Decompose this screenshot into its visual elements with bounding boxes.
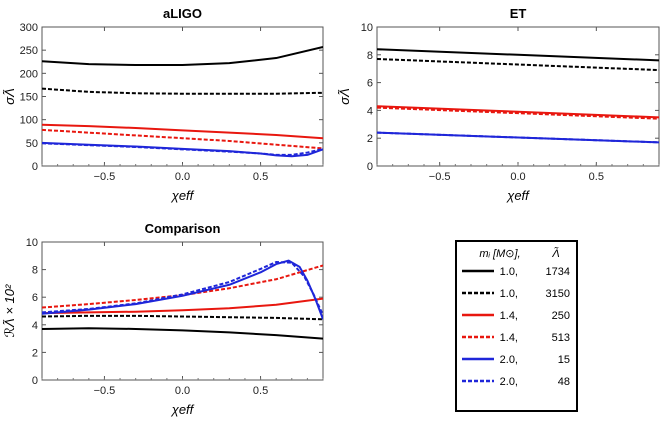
x-tick-label: −0.5 <box>429 171 451 183</box>
series-line-4 <box>42 128 323 150</box>
x-axis-label: χeff <box>171 402 195 417</box>
y-tick-label: 150 <box>20 92 38 104</box>
series-line-1 <box>377 48 659 62</box>
chart-title: ET <box>510 6 527 21</box>
legend-mass: 1.4, <box>500 332 518 344</box>
series-line-6 <box>42 142 323 156</box>
series-line-6 <box>42 261 323 316</box>
x-axis-label: χeff <box>171 188 195 203</box>
legend-lambda: 3150 <box>546 288 570 300</box>
x-tick-label: 0.5 <box>589 171 604 183</box>
y-tick-label: 0 <box>32 161 38 173</box>
y-axis-label: σΛ̃ <box>2 88 17 105</box>
y-tick-label: 300 <box>20 22 38 34</box>
legend-header-lambda: Λ̃ <box>551 247 559 260</box>
series-line-1 <box>42 45 323 66</box>
y-tick-label: 250 <box>20 45 38 57</box>
series-line-2 <box>42 87 323 95</box>
legend-mass: 2.0, <box>500 376 518 388</box>
y-tick-label: 0 <box>32 375 38 387</box>
y-tick-label: 8 <box>32 265 38 277</box>
legend-mass: 1.0, <box>500 266 518 278</box>
legend-mass: 2.0, <box>500 354 518 366</box>
legend-lambda: 48 <box>558 376 570 388</box>
series-line-1 <box>42 327 323 340</box>
legend-header-mass: mᵢ [M⊙], <box>479 248 520 260</box>
x-tick-label: 0.5 <box>253 171 268 183</box>
legend-box <box>455 240 578 412</box>
legend-lambda: 250 <box>552 310 570 322</box>
y-axis-label: ℛΛ̃ × 10² <box>2 284 17 337</box>
legend-lambda: 1734 <box>546 266 570 278</box>
x-axis-label: χeff <box>506 188 530 203</box>
series-line-4 <box>42 264 323 309</box>
y-tick-label: 2 <box>32 347 38 359</box>
legend-lambda: 15 <box>558 354 570 366</box>
y-tick-label: 200 <box>20 68 38 80</box>
x-tick-label: 0.0 <box>175 385 190 397</box>
x-tick-label: 0.5 <box>253 385 268 397</box>
y-tick-label: 10 <box>26 237 38 249</box>
series-line-4 <box>377 106 659 120</box>
series-line-6 <box>377 131 659 144</box>
y-tick-label: 4 <box>367 105 373 117</box>
y-tick-label: 6 <box>32 292 38 304</box>
series-line-3 <box>42 123 323 140</box>
y-tick-label: 6 <box>367 78 373 90</box>
y-axis-label: σΛ̃ <box>337 88 352 105</box>
y-tick-label: 4 <box>32 320 38 332</box>
y-tick-label: 50 <box>26 138 38 150</box>
legend-mass: 1.0, <box>500 288 518 300</box>
y-tick-label: 100 <box>20 115 38 127</box>
x-tick-label: 0.0 <box>175 171 190 183</box>
x-tick-label: −0.5 <box>94 385 116 397</box>
y-tick-label: 10 <box>361 22 373 34</box>
x-tick-label: −0.5 <box>94 171 116 183</box>
y-tick-label: 0 <box>367 161 373 173</box>
legend-mass: 1.4, <box>500 310 518 322</box>
chart-title: Comparison <box>145 221 221 236</box>
chart-panel-1: −0.5 0.0 0.5 0 50 100 150 200 250 300 aLIGO χeff σΛ̃ <box>2 6 324 203</box>
legend-lambda: 513 <box>552 332 570 344</box>
chart-panel-2: −0.5 0.0 0.5 0 2 4 6 8 10 ET χeff σΛ̃ <box>337 6 660 203</box>
series-line-3 <box>42 297 323 315</box>
chart-panel-3: −0.5 0.0 0.5 0 2 4 6 8 10 Comparison χeff ℛΛ̃ × 10² <box>2 221 324 417</box>
series-line-2 <box>42 314 323 321</box>
plot-frame <box>376 26 660 167</box>
series-line-3 <box>377 105 659 119</box>
series-line-2 <box>377 57 659 72</box>
series-line-5 <box>42 141 323 158</box>
legend: mᵢ [M⊙], Λ̃ 1.0, 1734 1.0, 3150 1.4, 250 1.4, 513… <box>455 240 578 412</box>
y-tick-label: 8 <box>367 50 373 62</box>
chart-title: aLIGO <box>163 6 202 21</box>
y-tick-label: 2 <box>367 133 373 145</box>
x-tick-label: 0.0 <box>510 171 525 183</box>
